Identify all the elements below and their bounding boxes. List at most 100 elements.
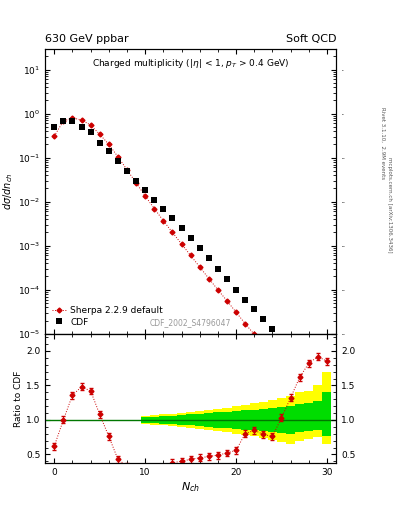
Bar [222,408,231,432]
Bar [259,401,268,438]
Bar [241,405,250,435]
CDF [234,287,239,293]
Bar [159,416,168,423]
Bar [186,414,195,425]
Bar [268,400,277,440]
Bar [313,386,322,437]
CDF [225,275,230,282]
Text: Soft QCD: Soft QCD [286,33,336,44]
CDF [215,266,220,272]
CDF [143,187,147,194]
CDF [197,245,202,251]
Sherpa 2.2.9 default [107,141,111,147]
Bar [322,392,331,436]
Sherpa 2.2.9 default [261,342,266,348]
Text: 630 GeV ppbar: 630 GeV ppbar [45,33,129,44]
Sherpa 2.2.9 default [225,298,230,304]
CDF [307,364,311,370]
Bar [250,410,259,430]
Sherpa 2.2.9 default [97,131,102,137]
Y-axis label: Ratio to CDF: Ratio to CDF [14,370,23,426]
CDF [316,375,320,381]
CDF [79,124,84,130]
Sherpa 2.2.9 default [52,133,57,139]
Sherpa 2.2.9 default [134,180,138,186]
CDF [161,205,166,211]
Sherpa 2.2.9 default [288,373,293,379]
X-axis label: $N_{ch}$: $N_{ch}$ [181,480,200,494]
Bar [231,406,241,434]
Sherpa 2.2.9 default [152,205,156,211]
Sherpa 2.2.9 default [215,287,220,293]
CDF [116,158,120,164]
CDF [325,410,329,416]
CDF [125,168,129,174]
Sherpa 2.2.9 default [270,353,275,359]
Sherpa 2.2.9 default [125,167,129,173]
Bar [204,410,213,430]
Sherpa 2.2.9 default [316,401,320,408]
Bar [159,414,168,425]
Sherpa 2.2.9 default [70,115,75,121]
CDF [107,148,111,154]
Bar [177,415,186,425]
CDF [243,296,248,303]
CDF [61,118,66,124]
Bar [295,392,304,441]
CDF [152,197,156,203]
Text: Rivet 3.1.10,  2.9M events: Rivet 3.1.10, 2.9M events [381,108,386,179]
Sherpa 2.2.9 default [179,241,184,247]
Bar [213,409,222,431]
CDF [279,335,284,341]
Bar [213,412,222,428]
Bar [222,412,231,428]
Bar [286,396,295,444]
Legend: Sherpa 2.2.9 default, CDF: Sherpa 2.2.9 default, CDF [50,303,166,329]
Bar [141,417,150,423]
Sherpa 2.2.9 default [234,309,239,315]
CDF [252,306,257,312]
Text: Charged multiplicity ($|\eta|$ < 1, $p_T$ > 0.4 GeV): Charged multiplicity ($|\eta|$ < 1, $p_T… [92,57,289,70]
Bar [241,410,250,430]
CDF [261,315,266,322]
Sherpa 2.2.9 default [206,275,211,282]
Bar [304,391,313,439]
Sherpa 2.2.9 default [243,321,248,327]
Bar [231,411,241,429]
CDF [297,354,302,360]
Sherpa 2.2.9 default [307,392,311,398]
CDF [88,129,93,135]
CDF [70,118,75,124]
Sherpa 2.2.9 default [88,122,93,128]
Bar [313,400,322,430]
Sherpa 2.2.9 default [279,364,284,370]
Bar [150,415,159,425]
CDF [206,255,211,261]
Bar [268,408,277,432]
CDF [179,225,184,231]
Line: CDF: CDF [51,118,331,416]
Bar [277,407,286,433]
CDF [288,345,293,351]
Bar [177,413,186,427]
Sherpa 2.2.9 default [61,118,66,124]
Sherpa 2.2.9 default [116,154,120,160]
Sherpa 2.2.9 default [197,264,202,270]
Bar [141,416,150,424]
Sherpa 2.2.9 default [188,252,193,259]
Sherpa 2.2.9 default [79,117,84,123]
Bar [250,403,259,436]
Line: Sherpa 2.2.9 default: Sherpa 2.2.9 default [53,116,329,415]
Y-axis label: $d\sigma/dn_{ch}$: $d\sigma/dn_{ch}$ [1,173,15,210]
Bar [295,404,304,432]
Bar [304,403,313,431]
Bar [204,413,213,427]
Bar [186,412,195,428]
CDF [97,140,102,146]
CDF [188,235,193,241]
Bar [286,406,295,434]
CDF [170,215,175,221]
Sherpa 2.2.9 default [252,331,257,337]
Text: CDF_2002_S4796047: CDF_2002_S4796047 [150,317,231,327]
Sherpa 2.2.9 default [325,410,329,416]
